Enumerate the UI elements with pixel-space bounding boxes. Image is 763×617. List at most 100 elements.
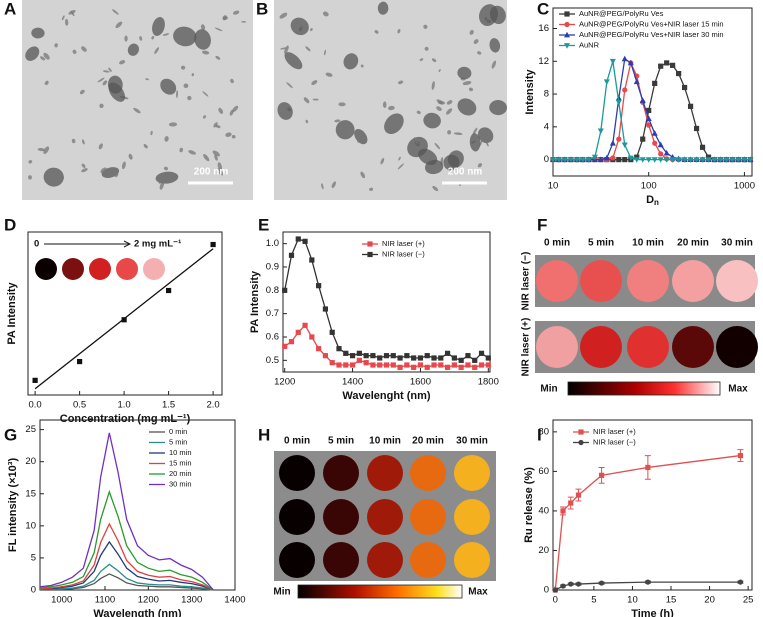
- data-point: [603, 154, 610, 161]
- tem-particle: [154, 47, 160, 54]
- data-point: [555, 157, 562, 163]
- tem-particle: [176, 90, 179, 99]
- tem-particle: [44, 80, 49, 85]
- legend-label: 30 min: [169, 479, 192, 488]
- tem-particle: [203, 153, 210, 162]
- image-well: [410, 499, 446, 535]
- data-point: [329, 329, 335, 335]
- data-point: [458, 357, 464, 363]
- column-label: 5 min: [588, 238, 614, 249]
- data-point: [363, 353, 369, 359]
- colorbar-min: Min: [273, 587, 290, 598]
- data-point: [322, 306, 329, 312]
- x-axis-label: Dn: [646, 194, 659, 207]
- data-point: [451, 362, 457, 368]
- data-point: [663, 149, 670, 156]
- tem-particle: [230, 78, 234, 84]
- data-point: [699, 144, 706, 150]
- tem-particle: [432, 185, 439, 192]
- data-point: [568, 500, 574, 506]
- column-label: 0 min: [284, 436, 310, 447]
- x-tick-label: 5: [591, 595, 596, 606]
- data-point: [377, 355, 383, 361]
- data-point: [622, 157, 628, 163]
- legend-label: NIR laser (+): [382, 239, 425, 248]
- tem-particle: [416, 110, 421, 115]
- data-point: [645, 464, 651, 471]
- x-tick-label: 15: [666, 595, 677, 606]
- colorbar-max: Max: [468, 587, 488, 598]
- data-point: [737, 452, 744, 459]
- tem-particle: [162, 33, 170, 36]
- legend-marker: [564, 43, 570, 49]
- tem-particle: [97, 77, 105, 83]
- y-tick-label: 20: [25, 456, 36, 467]
- tem-particle: [133, 107, 141, 114]
- data-point: [390, 362, 396, 368]
- plot-frame: [552, 7, 753, 177]
- tem-particle: [194, 29, 211, 50]
- tem-particle: [436, 106, 442, 111]
- tem-particle: [61, 15, 65, 21]
- tem-particle: [446, 100, 453, 105]
- data-point: [670, 62, 676, 68]
- data-point: [627, 59, 634, 66]
- tem-particle: [222, 15, 227, 21]
- tem-particle: [151, 35, 155, 40]
- tem-particle: [284, 52, 303, 70]
- data-point: [316, 346, 322, 352]
- tem-particle: [447, 130, 452, 135]
- tem-particle: [473, 39, 479, 44]
- tem-particle: [145, 78, 149, 81]
- tem-particle: [343, 53, 359, 70]
- data-point: [621, 55, 628, 62]
- tem-particle: [321, 183, 324, 190]
- series-line: [284, 324, 489, 369]
- image-well: [367, 455, 403, 491]
- tem-particle: [124, 35, 128, 42]
- tem-particle: [31, 27, 45, 39]
- data-point: [711, 157, 718, 163]
- tem-particle: [28, 160, 33, 164]
- data-point: [616, 136, 622, 142]
- tem-particle: [61, 176, 64, 181]
- image-well: [536, 260, 578, 302]
- tem-particle: [28, 175, 32, 180]
- data-point: [282, 343, 288, 349]
- tem-particle: [296, 23, 305, 29]
- tem-particle: [179, 147, 183, 153]
- image-well: [716, 326, 758, 368]
- tem-particle: [43, 146, 50, 154]
- y-tick-label: 10: [25, 520, 36, 531]
- x-axis-label: Time (h): [631, 608, 674, 617]
- tem-particle: [82, 139, 85, 145]
- data-point: [444, 350, 451, 356]
- x-axis-label: Concentration (mg mL⁻¹): [60, 413, 191, 425]
- x-axis-label: Wavelenght (nm): [342, 390, 431, 402]
- tem-particle: [79, 89, 85, 95]
- data-point: [579, 157, 586, 163]
- x-axis-label-main: D: [646, 194, 654, 206]
- data-point: [458, 364, 464, 370]
- tem-particle: [434, 142, 441, 150]
- data-point: [431, 362, 437, 368]
- data-point: [598, 580, 605, 586]
- data-point: [417, 355, 424, 361]
- tem-particle: [305, 119, 309, 124]
- y-tick-label: 0: [31, 585, 36, 596]
- tem-particle: [478, 4, 498, 27]
- series-line: [39, 432, 214, 591]
- data-point: [404, 353, 410, 359]
- tem-particle: [325, 72, 333, 77]
- image-well: [410, 542, 446, 578]
- tem-particle: [81, 46, 87, 52]
- tem-particle: [424, 159, 444, 175]
- data-point: [485, 355, 491, 361]
- x-tick-label: 1.0: [118, 400, 131, 411]
- tem-particle: [431, 81, 435, 90]
- legend-label: AuNR: [579, 40, 600, 49]
- data-point: [652, 140, 658, 146]
- series-line: [39, 522, 214, 591]
- image-well: [672, 326, 714, 368]
- data-point: [603, 79, 610, 85]
